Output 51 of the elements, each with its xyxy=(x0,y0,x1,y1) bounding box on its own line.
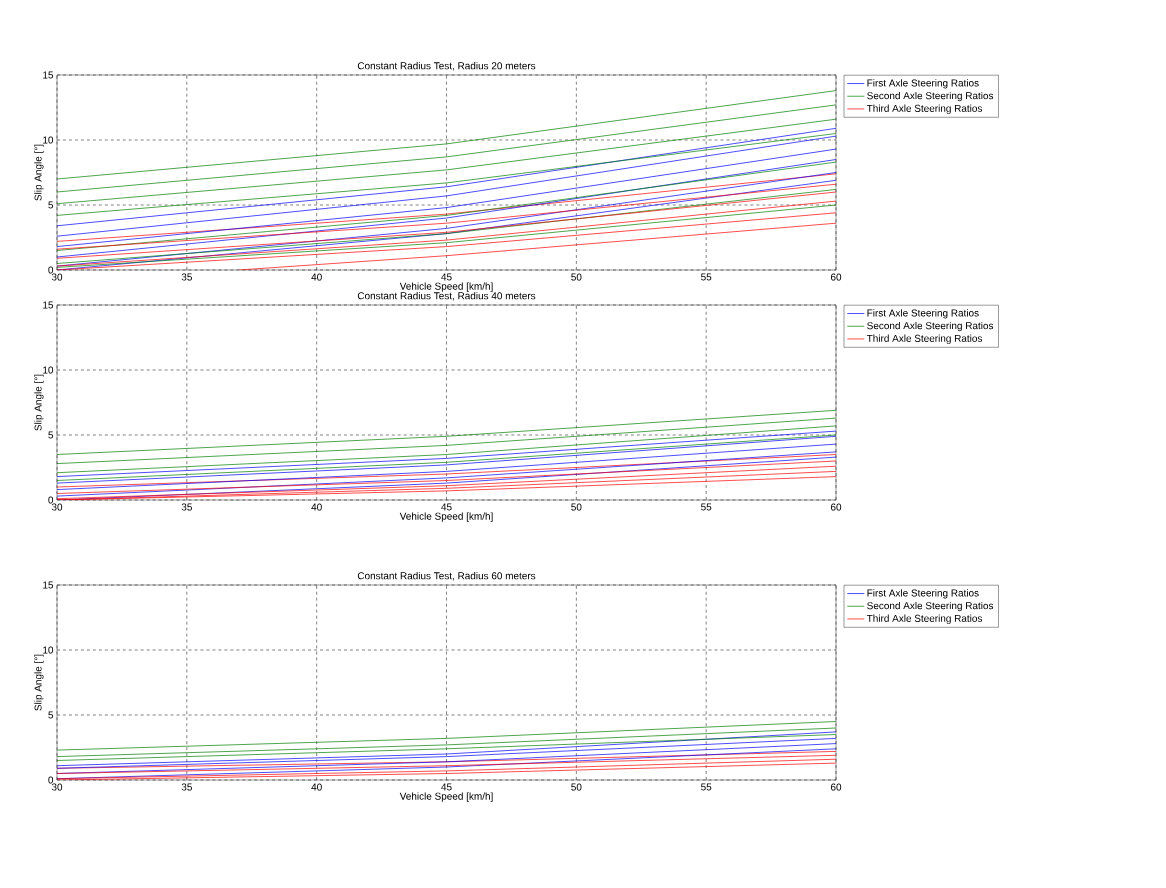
legend-label: Third Axle Steering Ratios xyxy=(866,104,983,114)
x-tick-label: 55 xyxy=(701,273,712,281)
legend-label: Second Axle Steering Ratios xyxy=(867,91,994,102)
y-tick-label: 5 xyxy=(48,431,54,439)
chart-title: Constant Radius Test, Radius 40 meters xyxy=(357,292,536,301)
x-tick-label: 35 xyxy=(181,503,192,511)
y-tick-label: 5 xyxy=(48,201,54,209)
x-tick-label: 30 xyxy=(51,503,63,511)
x-tick-label: 50 xyxy=(571,273,582,281)
x-tick-label: 60 xyxy=(830,783,842,791)
x-tick-label: 45 xyxy=(441,503,452,511)
x-tick-label: 60 xyxy=(830,503,842,511)
x-tick-label: 40 xyxy=(311,273,322,281)
x-tick-label: 45 xyxy=(441,783,452,791)
chart-title: Constant Radius Test, Radius 60 meters xyxy=(357,572,536,581)
chart-title: Constant Radius Test, Radius 20 meters xyxy=(357,62,536,71)
legend-label: Second Axle Steering Ratios xyxy=(867,601,994,612)
legend-label: First Axle Steering Ratios xyxy=(867,309,979,319)
y-tick-label: 0 xyxy=(48,776,54,784)
x-tick-label: 50 xyxy=(571,503,582,511)
x-tick-label: 35 xyxy=(181,273,192,281)
y-tick-label: 15 xyxy=(43,71,54,79)
y-tick-label: 0 xyxy=(48,266,54,274)
x-tick-label: 40 xyxy=(311,503,322,511)
x-tick-label: 40 xyxy=(311,783,322,791)
x-tick-label: 35 xyxy=(181,783,192,791)
y-tick-label: 10 xyxy=(43,366,54,374)
x-axis-title: Vehicle Speed [km/h] xyxy=(399,282,493,292)
y-tick-label: 10 xyxy=(43,646,54,654)
x-tick-label: 55 xyxy=(701,783,712,791)
legend-label: Second Axle Steering Ratios xyxy=(867,321,994,332)
y-tick-label: 15 xyxy=(43,581,54,589)
y-tick-label: 0 xyxy=(48,496,54,504)
x-tick-label: 30 xyxy=(51,273,63,281)
x-axis-title: Vehicle Speed [km/h] xyxy=(399,512,493,522)
y-tick-label: 5 xyxy=(48,711,54,719)
y-axis-title: Slip Angle [°] xyxy=(34,374,44,431)
legend-label: First Axle Steering Ratios xyxy=(867,589,979,599)
x-tick-label: 50 xyxy=(571,783,582,791)
y-tick-label: 15 xyxy=(43,301,54,309)
x-tick-label: 45 xyxy=(441,273,452,281)
x-axis-title: Vehicle Speed [km/h] xyxy=(399,792,493,802)
legend-label: Third Axle Steering Ratios xyxy=(866,334,983,344)
y-axis-title: Slip Angle [°] xyxy=(34,144,44,201)
legend-label: Third Axle Steering Ratios xyxy=(866,614,983,624)
y-axis-title: Slip Angle [°] xyxy=(34,654,44,711)
x-tick-label: 55 xyxy=(701,503,712,511)
y-tick-label: 10 xyxy=(43,136,54,144)
x-tick-label: 60 xyxy=(830,273,842,281)
legend-label: First Axle Steering Ratios xyxy=(867,79,979,89)
x-tick-label: 30 xyxy=(51,783,63,791)
